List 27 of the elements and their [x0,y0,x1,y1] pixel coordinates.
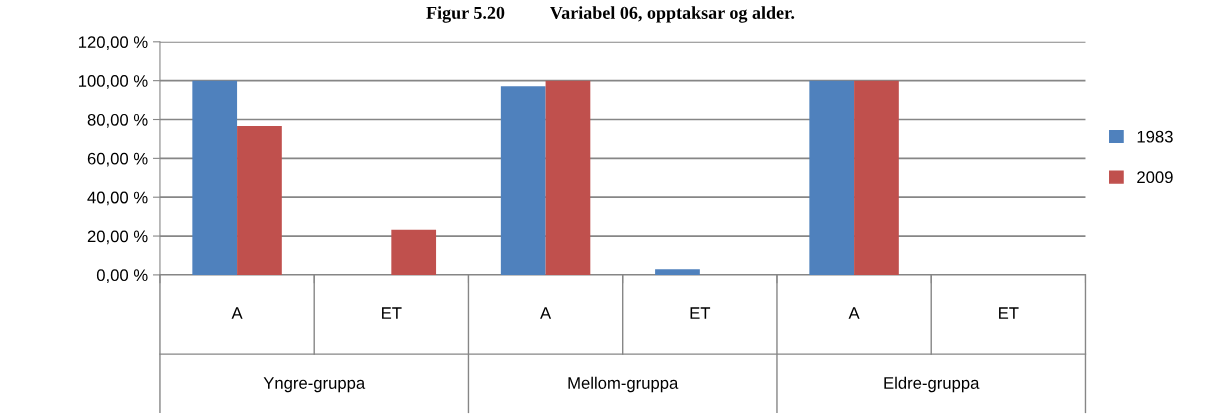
x-tick-label: A [231,307,243,319]
y-tick-label: 20,00 % [87,230,148,245]
y-tick-label: 0,00 % [96,269,148,284]
x-tick-label: A [848,307,860,319]
bar [192,80,238,275]
y-tick-label: 120,00 % [78,36,148,50]
bar [854,80,899,275]
text: Yngre-gruppa [263,377,366,393]
legend-label: 2009 [1137,171,1173,184]
y-tick-label: 60,00 % [87,152,148,167]
x-tick-label: ET [382,307,402,319]
text: Eldre-gruppa [884,376,980,393]
y-tick-label: 80,00 % [87,113,148,128]
bar [391,229,437,275]
legend-label: 1983 [1137,130,1173,143]
y-tick-label: 40,00 % [87,191,148,206]
bar [545,80,591,275]
x-tick-label: A [540,307,552,319]
y-tick-label: 100,00 % [78,75,148,89]
bar [655,269,700,275]
bar [809,80,855,275]
x-tick-label: ET [690,307,711,319]
bar [237,125,282,275]
chart-title: Figur 5.20 Variabel 06, opptaksar og alder. [426,6,795,23]
text: Mellom-gruppa [568,376,679,393]
x-tick-label: ET [999,307,1019,319]
bar [500,86,546,275]
